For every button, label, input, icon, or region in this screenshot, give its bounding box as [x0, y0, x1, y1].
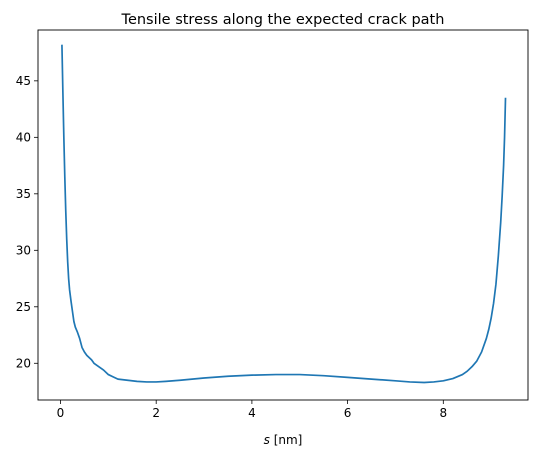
x-axis-unit: [nm] [270, 433, 302, 447]
y-tick-label: 45 [16, 74, 31, 88]
y-tick-label: 25 [16, 300, 31, 314]
x-axis-label: s [nm] [264, 433, 303, 447]
axis-ticks: 0 2 4 6 8 20 25 30 35 40 45 [16, 74, 447, 420]
chart-title: Tensile stress along the expected crack … [121, 12, 445, 28]
x-tick-label: 2 [152, 406, 160, 420]
x-axis-variable: s [264, 433, 270, 447]
x-tick-label: 6 [344, 406, 352, 420]
series-line [61, 44, 507, 384]
x-tick-label: 4 [248, 406, 256, 420]
y-tick-label: 40 [16, 131, 31, 145]
x-tick-label: 8 [439, 406, 447, 420]
y-tick-label: 30 [16, 244, 31, 258]
y-tick-label: 20 [16, 357, 31, 371]
x-tick-label: 0 [57, 406, 65, 420]
plot-frame [37, 29, 529, 401]
y-tick-label: 35 [16, 187, 31, 201]
